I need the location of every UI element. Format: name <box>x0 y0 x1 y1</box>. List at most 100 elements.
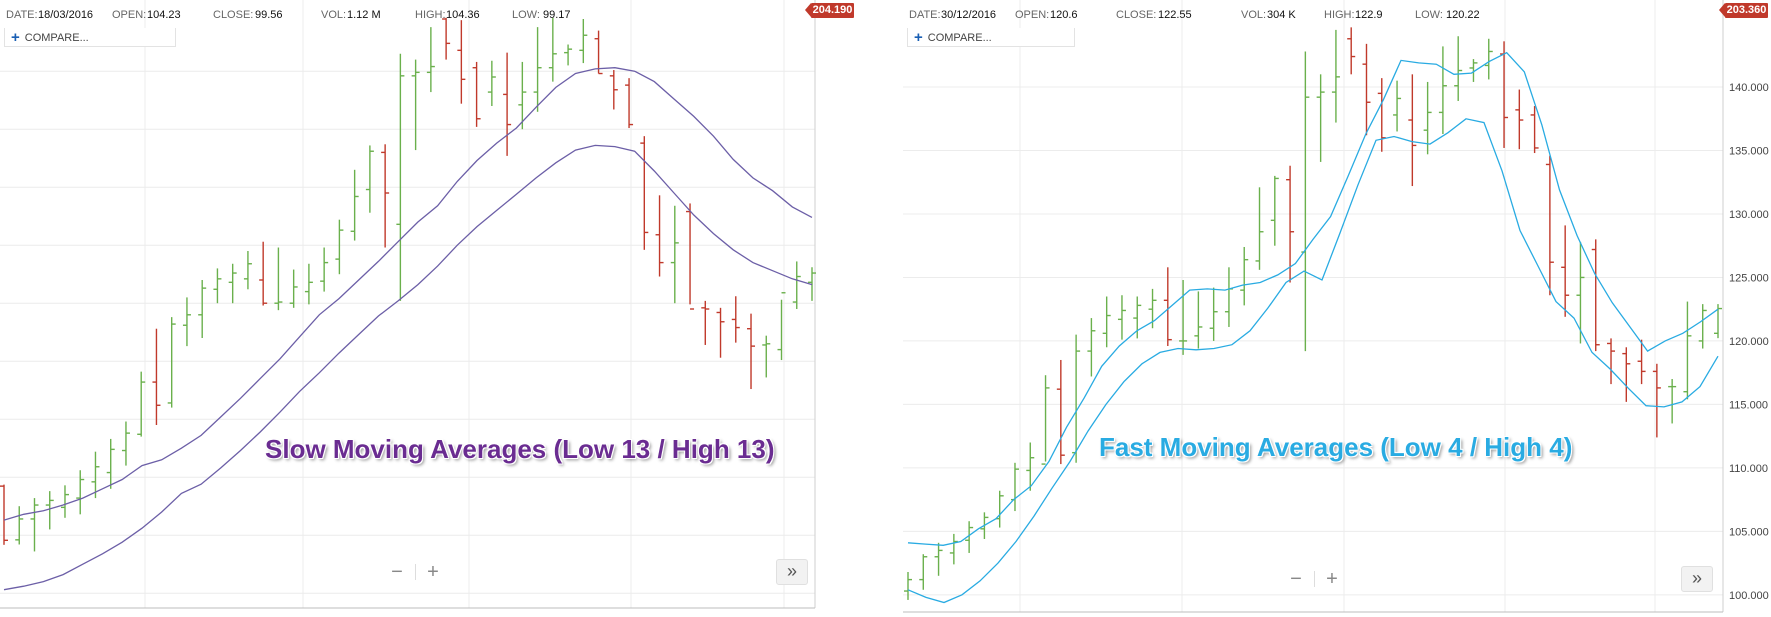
ohlc-bar <box>1454 36 1463 101</box>
ohlc-bar <box>274 247 283 311</box>
vol-value: 304 K <box>1267 9 1296 21</box>
ohlc-bar <box>472 61 481 127</box>
low-value: 120.22 <box>1446 9 1480 21</box>
chart-panel-fast: 140.000 135.000 130.000 125.000 120.000 115.0… <box>903 0 1771 617</box>
ohlc-bar <box>1484 38 1493 80</box>
compare-label: COMPARE... <box>927 32 992 44</box>
y-tick-label: 100.000 <box>1729 590 1769 602</box>
ohlc-bar <box>548 17 557 82</box>
ohlc-bar <box>167 317 176 408</box>
y-axis-ticks: 140.000 135.000 130.000 125.000 120.000 115.0… <box>1729 82 1769 602</box>
grid <box>0 0 815 608</box>
compare-button[interactable]: + COMPARE... <box>4 28 176 47</box>
ohlc-bar <box>1576 241 1585 344</box>
ohlc-bar <box>0 484 8 545</box>
ohlc-bar <box>1469 59 1478 82</box>
ohlc-bar <box>1637 339 1646 385</box>
date-label: DATE: <box>909 9 941 21</box>
y-tick-label: 120.000 <box>1729 336 1769 348</box>
ohlc-bar <box>564 44 573 66</box>
ohlc-bar <box>1117 295 1126 340</box>
ohlc-bar <box>259 241 268 306</box>
ohlc-bar <box>995 490 1004 528</box>
close-label: CLOSE: <box>213 9 254 21</box>
ohlc-bar <box>1056 359 1065 465</box>
ohlc-bar <box>411 59 420 151</box>
ma-low-line <box>907 118 1719 604</box>
ohlc-bar <box>30 498 39 552</box>
zoom-in-button[interactable]: + <box>427 561 439 583</box>
scroll-to-end-button[interactable]: » <box>1681 566 1713 592</box>
ohlc-bars <box>904 27 1722 600</box>
ohlc-bar <box>625 78 634 129</box>
y-tick-label: 110.000 <box>1729 463 1768 475</box>
y-tick-label: 140.000 <box>1729 82 1769 94</box>
ohlc-bar <box>1331 29 1340 123</box>
y-tick-label: 115.000 <box>1729 399 1768 411</box>
ohlc-bar <box>579 19 588 64</box>
scroll-to-end-button[interactable]: » <box>776 559 808 585</box>
high-value: 104.36 <box>446 9 480 21</box>
ohlc-bars <box>0 17 816 552</box>
ohlc-bar <box>1698 304 1707 349</box>
last-price-tag: 204.190 <box>805 3 854 18</box>
date-value: 18/03/2016 <box>38 9 94 21</box>
open-value: 104.23 <box>147 9 181 21</box>
ohlc-bar <box>1270 175 1279 246</box>
zoom-controls: − + <box>382 560 448 584</box>
ohlc-bar <box>655 195 664 277</box>
y-tick-label: 135.000 <box>1729 145 1769 157</box>
ohlc-bar <box>965 521 974 553</box>
ohlc-bar <box>487 60 496 106</box>
ohlc-bar <box>60 485 69 518</box>
ohlc-bar <box>289 269 298 308</box>
ohlc-bar <box>381 144 390 248</box>
low-label: LOW: <box>1415 9 1443 21</box>
ohlc-bar <box>1377 78 1386 152</box>
ohlc-bar <box>949 533 958 565</box>
close-label: CLOSE: <box>1116 9 1157 21</box>
ohlc-bar <box>442 17 451 60</box>
plus-icon: + <box>11 29 20 46</box>
ohlc-bar <box>518 61 527 130</box>
ohlc-bar <box>1179 279 1188 355</box>
y-tick-label: 125.000 <box>1729 272 1769 284</box>
ohlc-bar <box>1652 363 1661 438</box>
ohlc-bar <box>1561 225 1570 317</box>
ohlc-bar <box>762 335 771 378</box>
ohlc-bar <box>640 136 649 250</box>
zoom-out-button[interactable]: − <box>1290 568 1302 590</box>
ohlc-bar <box>670 205 679 304</box>
ohlc-bar <box>1255 187 1264 270</box>
y-tick-label: 130.000 <box>1729 209 1769 221</box>
ohlc-bar <box>701 300 710 345</box>
ohlc-bar <box>777 292 786 361</box>
ohlc-bar <box>1622 347 1631 402</box>
ohlc-bar <box>1240 246 1249 306</box>
zoom-in-button[interactable]: + <box>1326 568 1338 590</box>
ohlc-bar <box>457 20 466 104</box>
ohlc-bar <box>1224 267 1233 327</box>
ohlc-bar <box>1500 41 1509 148</box>
ohlc-bar <box>152 328 161 425</box>
open-value: 120.6 <box>1050 9 1078 21</box>
ohlc-bar <box>91 451 100 499</box>
ohlc-chart-fast: 140.000 135.000 130.000 125.000 120.000 115.0… <box>903 0 1769 613</box>
ohlc-bar <box>396 53 405 301</box>
low-value: 99.17 <box>543 9 571 21</box>
ohlc-bar <box>533 27 542 112</box>
ohlc-bar <box>686 203 695 310</box>
ohlc-bar <box>716 307 725 358</box>
compare-label: COMPARE... <box>24 32 89 44</box>
ohlc-bar <box>1545 155 1554 296</box>
ohlc-bar <box>1087 318 1096 377</box>
ohlc-bar <box>1408 74 1417 187</box>
ohlc-bar <box>15 506 24 545</box>
close-value: 122.55 <box>1158 9 1192 21</box>
zoom-out-button[interactable]: − <box>391 561 403 583</box>
ohlc-bar <box>426 27 435 93</box>
compare-button[interactable]: + COMPARE... <box>907 28 1075 47</box>
ohlc-bar <box>792 261 801 309</box>
ohlc-bar <box>304 263 313 305</box>
ohlc-bar <box>1194 291 1203 349</box>
